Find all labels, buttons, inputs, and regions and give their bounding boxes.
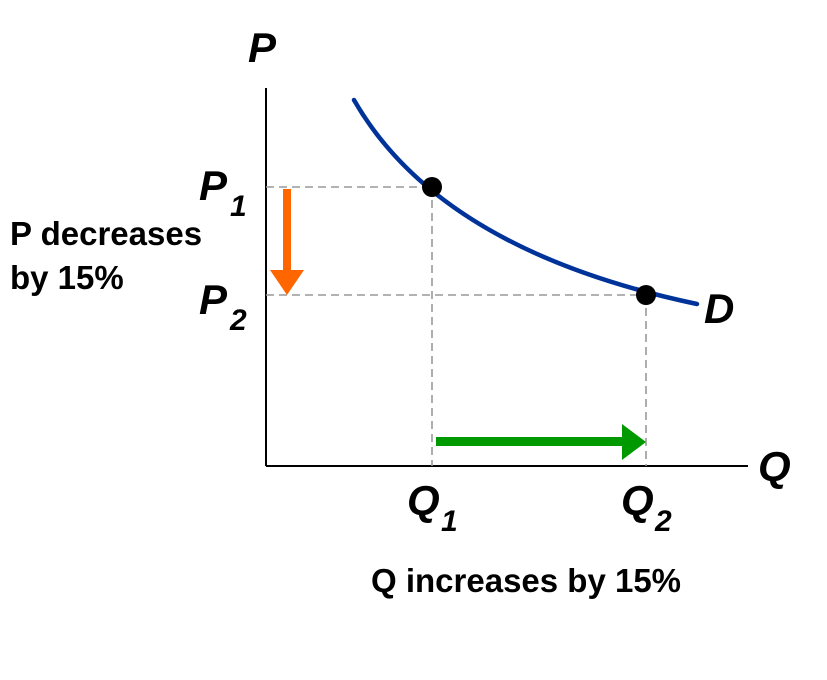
- price-change-note-line2: by 15%: [10, 259, 124, 296]
- y-axis-label: P: [248, 24, 277, 71]
- q1-label-main: Q: [407, 477, 440, 525]
- q1-label-sub: 1: [441, 505, 458, 538]
- p1-label-main: P: [199, 162, 228, 209]
- quantity-change-note: Q increases by 15%: [371, 562, 681, 599]
- demand-curve: [351, 97, 700, 307]
- point-1: [422, 177, 442, 197]
- p1-label-sub: 1: [230, 190, 247, 223]
- price-decrease-arrow: [270, 189, 304, 295]
- p1-label: P 1: [199, 162, 247, 223]
- q2-label: Q 2: [621, 477, 672, 538]
- price-change-note-line1: P decreases: [10, 215, 202, 252]
- p2-label: P 2: [199, 276, 247, 337]
- quantity-increase-arrow: [436, 424, 646, 460]
- q2-label-main: Q: [621, 477, 654, 525]
- demand-curve-label: D: [704, 285, 734, 332]
- p2-label-sub: 2: [229, 304, 247, 337]
- p2-label-main: P: [199, 276, 228, 323]
- guide-lines: [266, 186, 647, 466]
- q2-label-sub: 2: [654, 505, 672, 538]
- x-axis-label: Q: [758, 443, 791, 491]
- q1-label: Q 1: [407, 477, 458, 538]
- point-2: [636, 285, 656, 305]
